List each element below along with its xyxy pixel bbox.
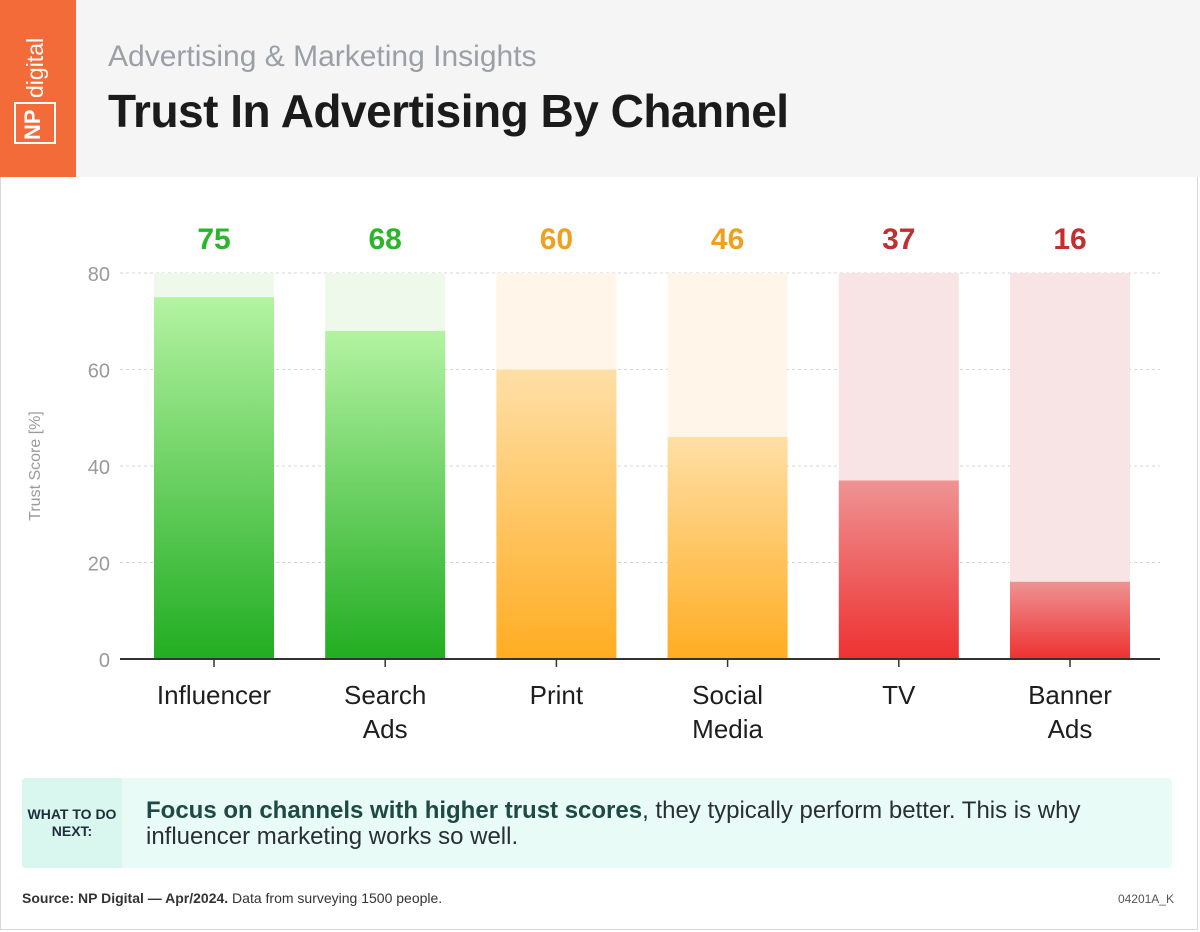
logo-mark: NP digital	[10, 20, 66, 150]
bar	[1010, 581, 1130, 659]
logo-text-digital: digital	[22, 37, 48, 98]
category-label: Media	[692, 714, 763, 744]
chart-bars	[154, 297, 1130, 659]
bar	[838, 480, 959, 659]
category-label: Ads	[363, 714, 408, 744]
bar-value-label: 60	[540, 223, 573, 256]
logo-box	[14, 102, 56, 144]
category-label: TV	[882, 680, 916, 710]
header: NP digital Advertising & Marketing Insig…	[0, 0, 1200, 177]
trust-bar-chart: 0 20 40 60 80 Trust Score [%] 75 Influencer 68 S…	[27, 223, 1160, 744]
bar-value-label: 37	[882, 223, 915, 256]
category-label: Banner	[1028, 680, 1112, 710]
chart-axis: 0 20 40 60 80 Trust Score [%]	[27, 264, 1160, 672]
bar	[496, 369, 617, 659]
chart-labels: 75 Influencer 68 Search Ads 60 Print 46 Social Me…	[157, 223, 1112, 744]
category-label: Social	[692, 680, 763, 710]
category-label: Print	[530, 680, 584, 710]
bar-value-label: 68	[369, 223, 402, 256]
bar	[154, 297, 274, 659]
category-label: Influencer	[157, 680, 272, 710]
bar-value-label: 75	[197, 223, 230, 256]
source-bold: Source: NP Digital — Apr/2024.	[22, 890, 229, 906]
what-to-do-next-callout: WHAT TO DO NEXT: Focus on channels with …	[22, 778, 1172, 868]
y-tick-label: 20	[88, 554, 110, 576]
bar	[325, 330, 446, 659]
category-label: Ads	[1048, 714, 1093, 744]
bar-value-label: 46	[711, 223, 744, 256]
y-tick-label: 40	[88, 457, 110, 479]
callout-bold-text: Focus on channels with higher trust scor…	[146, 797, 643, 824]
logo-text-np: NP	[20, 109, 45, 140]
np-digital-logo: NP digital	[0, 0, 76, 177]
category-label: Search	[344, 680, 426, 710]
y-tick-label: 60	[88, 361, 110, 383]
source-note: Source: NP Digital — Apr/2024. Data from…	[22, 890, 442, 906]
callout-tag: WHAT TO DO NEXT:	[22, 778, 122, 868]
y-tick-label: 0	[99, 650, 110, 672]
chart-gridlines	[120, 272, 1160, 563]
bar-value-label: 16	[1053, 223, 1086, 256]
callout-text: Focus on channels with higher trust scor…	[146, 798, 1136, 850]
callout-rest-text: , they typically perform better. This is…	[146, 797, 1081, 850]
y-tick-label: 80	[88, 264, 110, 286]
bar	[667, 437, 788, 659]
chart-code: 04201A_K	[1117, 892, 1174, 906]
source-text: Data from surveying 1500 people.	[228, 890, 443, 906]
y-axis-label: Trust Score [%]	[27, 411, 44, 521]
page-title: Trust In Advertising By Channel	[108, 85, 789, 137]
page-subtitle: Advertising & Marketing Insights	[108, 40, 537, 73]
